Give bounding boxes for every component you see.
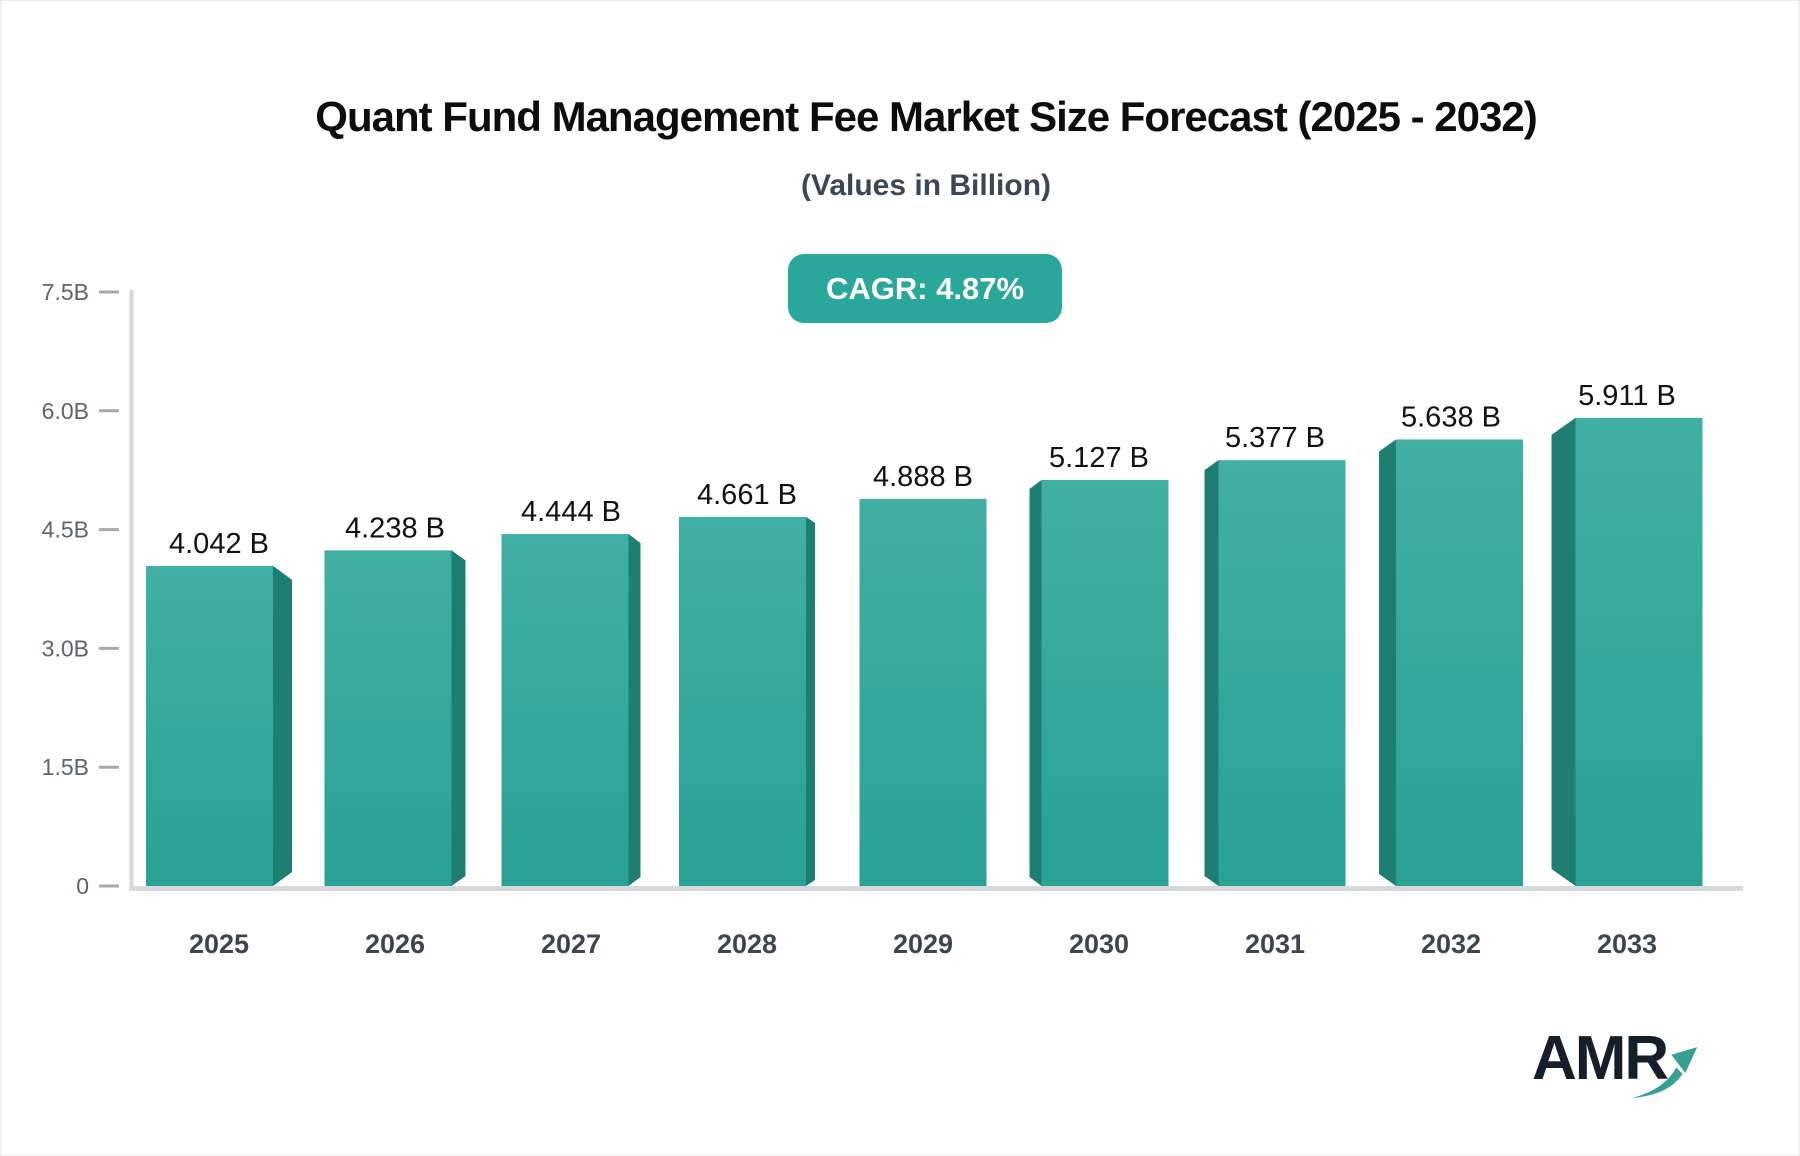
bar-value-label: 4.888 B [873,461,973,493]
bar-side-face [1029,479,1042,886]
bar-side-face [806,516,815,886]
bar-face [1218,460,1346,887]
bar-face [1396,439,1523,887]
bar-side-face [273,565,292,886]
amr-logo: AMR [1532,1027,1722,1107]
x-axis-label: 2032 [1421,929,1481,959]
amr-logo-text: AMR [1532,1024,1669,1093]
bar-face [859,498,987,887]
y-tick-label: 6.0B [42,398,89,424]
bar-side-face [451,550,466,886]
chart-subtitle: (Values in Billion) [800,169,1052,202]
bar-group-2030: 5.127 B 2030 [1029,442,1169,959]
arrow-tail [1631,1067,1683,1099]
bar-value-label: 5.377 B [1225,422,1325,454]
chart-title: Quant Fund Management Fee Market Size Fo… [315,93,1537,140]
bar-side-face [1379,439,1396,886]
x-axis-label: 2025 [189,929,249,959]
bar-face [146,565,273,887]
cagr-badge-label: CAGR: 4.87% [825,270,1025,306]
bar-side-face [1204,460,1219,886]
x-axis-label: 2031 [1245,929,1305,959]
bar-face [1041,479,1169,887]
bar-face [501,534,629,887]
bar-value-label: 5.638 B [1401,401,1501,433]
bar-value-label: 4.444 B [521,496,621,528]
bar-side-face [628,534,641,886]
x-axis-label: 2027 [541,929,601,959]
x-axis-label: 2026 [365,929,425,959]
bar-value-label: 4.661 B [697,479,797,511]
bar-group-2031: 5.377 B 2031 [1204,422,1346,959]
y-tick-label: 4.5B [42,517,89,543]
bar-group-2029: 4.888 B 2029 [859,461,987,959]
bar-group-2027: 4.444 B 2027 [501,496,641,959]
cagr-badge: CAGR: 4.87% [788,254,1062,323]
x-axis-label: 2030 [1069,929,1129,959]
x-axis-label: 2029 [893,929,953,959]
x-axis-label: 2033 [1597,929,1657,959]
x-axis-baseline [129,886,1743,891]
bar-face [679,516,806,887]
y-tick-label: 1.5B [42,754,89,780]
bar-group-2028: 4.661 B 2028 [679,479,815,959]
bar-value-label: 5.127 B [1049,442,1149,474]
bar-value-label: 4.042 B [169,528,269,560]
bar-side-face [1551,417,1576,886]
y-tick-label: 3.0B [42,635,89,661]
bar-group-2026: 4.238 B 2026 [324,512,466,959]
bar-group-2032: 5.638 B 2032 [1379,401,1523,959]
bar-value-label: 5.911 B [1578,380,1676,412]
y-tick-label: 7.5B [42,279,89,305]
bar-value-label: 4.238 B [345,512,445,544]
bar-face [324,550,452,887]
arrow-head [1671,1047,1698,1073]
bar-group-2025: 4.042 B 2025 [146,528,292,959]
x-axis-label: 2028 [717,929,777,959]
bar-face [1575,417,1703,887]
growth-arrow-icon [1631,1047,1698,1099]
bar-group-2033: 5.911 B 2033 [1551,380,1703,959]
y-tick-label: 0 [76,873,89,899]
